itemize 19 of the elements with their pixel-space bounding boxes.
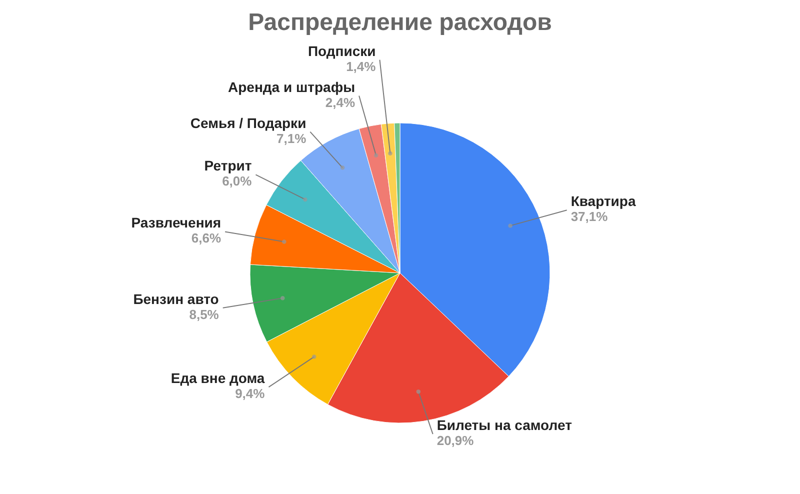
- data-label: 8,5%: [189, 306, 220, 322]
- slice-label: Еда вне дома: [170, 370, 265, 386]
- slice-label: Билеты на самолет: [436, 417, 572, 434]
- data-label: 20,9%: [436, 433, 474, 448]
- slice-label: Развлечения: [131, 214, 222, 231]
- data-label: 37,1%: [570, 209, 608, 224]
- data-label: 6,6%: [191, 230, 222, 246]
- slice-label: Квартира: [570, 193, 636, 210]
- slice-label: Ретрит: [204, 158, 252, 174]
- data-label: 6,0%: [222, 174, 252, 189]
- data-label: 2,4%: [325, 94, 356, 110]
- slice-label: Подписки: [308, 42, 376, 59]
- slice-label: Бензин авто: [133, 290, 219, 307]
- data-label: 7,1%: [276, 130, 307, 146]
- slice-label: Семья / Подарки: [190, 114, 306, 131]
- data-label: 9,4%: [235, 386, 266, 402]
- data-label: 1,4%: [346, 58, 376, 74]
- chart-title: Распределение расходов: [248, 8, 552, 36]
- slice-label: Аренда и штрафы: [228, 78, 356, 95]
